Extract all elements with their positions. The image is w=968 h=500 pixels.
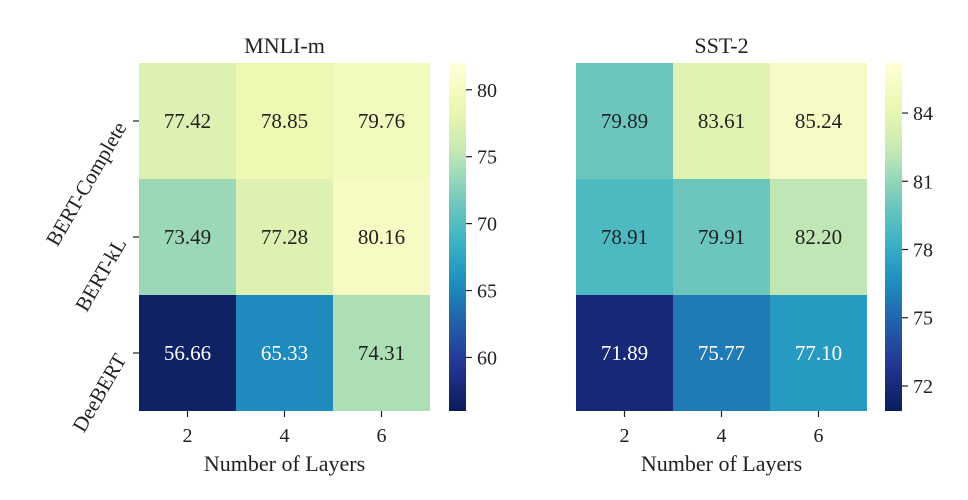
cell-value-label: 82.20 bbox=[795, 225, 842, 249]
colorbar-tick-label: 65 bbox=[477, 281, 497, 303]
heatmap-cell bbox=[576, 295, 673, 411]
cell-value-label: 83.61 bbox=[698, 109, 745, 133]
heatmap-cell bbox=[770, 179, 867, 295]
heatmap-cell bbox=[673, 63, 770, 179]
cell-value-label: 77.28 bbox=[261, 225, 308, 249]
x-tick-label: 2 bbox=[183, 425, 193, 447]
heatmap-cell bbox=[576, 179, 673, 295]
heatmap-cell bbox=[673, 295, 770, 411]
cell-value-label: 77.42 bbox=[164, 109, 211, 133]
heatmap-panels: MNLI-m 77.42 78.85 79.76 73.49 77.28 80.16 56.6… bbox=[41, 33, 933, 476]
cell-value-label: 77.10 bbox=[795, 341, 842, 365]
heatmap-cell bbox=[576, 63, 673, 179]
heatmap-cell bbox=[236, 63, 333, 179]
cell-value-label: 56.66 bbox=[164, 341, 211, 365]
heatmap-cell bbox=[139, 63, 236, 179]
heatmap-panel-2: SST-2 79.89 83.61 85.24 78.91 79.91 82.20 71.89… bbox=[576, 33, 933, 476]
x-tick-label: 6 bbox=[814, 425, 824, 447]
cell-value-label: 75.77 bbox=[698, 341, 745, 365]
cell-value-label: 78.91 bbox=[601, 225, 648, 249]
heatmap-cell bbox=[333, 179, 430, 295]
colorbar-tick-label: 72 bbox=[913, 376, 933, 398]
heatmap-cell bbox=[770, 295, 867, 411]
heatmap-cell bbox=[673, 179, 770, 295]
colorbar bbox=[885, 63, 902, 411]
heatmap-cell bbox=[333, 63, 430, 179]
colorbar-tick-label: 70 bbox=[477, 214, 497, 236]
colorbar-tick-label: 60 bbox=[477, 347, 497, 369]
colorbar-tick-label: 81 bbox=[913, 171, 933, 193]
heatmap-panel-1: MNLI-m 77.42 78.85 79.76 73.49 77.28 80.16 56.6… bbox=[41, 33, 497, 476]
heatmap-cell bbox=[770, 63, 867, 179]
panel-title: MNLI-m bbox=[244, 33, 325, 58]
cell-value-label: 74.31 bbox=[358, 341, 405, 365]
cell-value-label: 65.33 bbox=[261, 341, 308, 365]
heatmap-cell bbox=[139, 179, 236, 295]
y-tick-label: BERT-kL bbox=[70, 234, 131, 316]
cell-value-label: 79.76 bbox=[358, 109, 405, 133]
x-tick-label: 4 bbox=[717, 425, 727, 447]
cell-value-label: 80.16 bbox=[358, 225, 405, 249]
cell-value-label: 79.89 bbox=[601, 109, 648, 133]
colorbar bbox=[449, 63, 466, 411]
x-tick-label: 6 bbox=[377, 425, 387, 447]
heatmap-cell bbox=[139, 295, 236, 411]
x-tick-label: 4 bbox=[280, 425, 290, 447]
x-axis-label: Number of Layers bbox=[204, 451, 365, 476]
cell-value-label: 78.85 bbox=[261, 109, 308, 133]
colorbar-tick-label: 80 bbox=[477, 80, 497, 102]
y-tick-label: DeeBERT bbox=[67, 349, 131, 436]
colorbar-tick-label: 84 bbox=[913, 103, 933, 125]
heatmap-cell bbox=[236, 295, 333, 411]
heatmap-cell bbox=[333, 295, 430, 411]
cell-value-label: 85.24 bbox=[795, 109, 843, 133]
colorbar-tick-label: 75 bbox=[913, 308, 933, 330]
x-tick-label: 2 bbox=[620, 425, 630, 447]
y-tick-label: BERT-Complete bbox=[41, 118, 131, 250]
cell-value-label: 79.91 bbox=[698, 225, 745, 249]
colorbar-tick-label: 75 bbox=[477, 147, 497, 169]
cell-value-label: 71.89 bbox=[601, 341, 648, 365]
cell-value-label: 73.49 bbox=[164, 225, 211, 249]
colorbar-tick-label: 78 bbox=[913, 240, 933, 262]
x-axis-label: Number of Layers bbox=[641, 451, 802, 476]
panel-title: SST-2 bbox=[694, 33, 748, 58]
heatmap-cell bbox=[236, 179, 333, 295]
